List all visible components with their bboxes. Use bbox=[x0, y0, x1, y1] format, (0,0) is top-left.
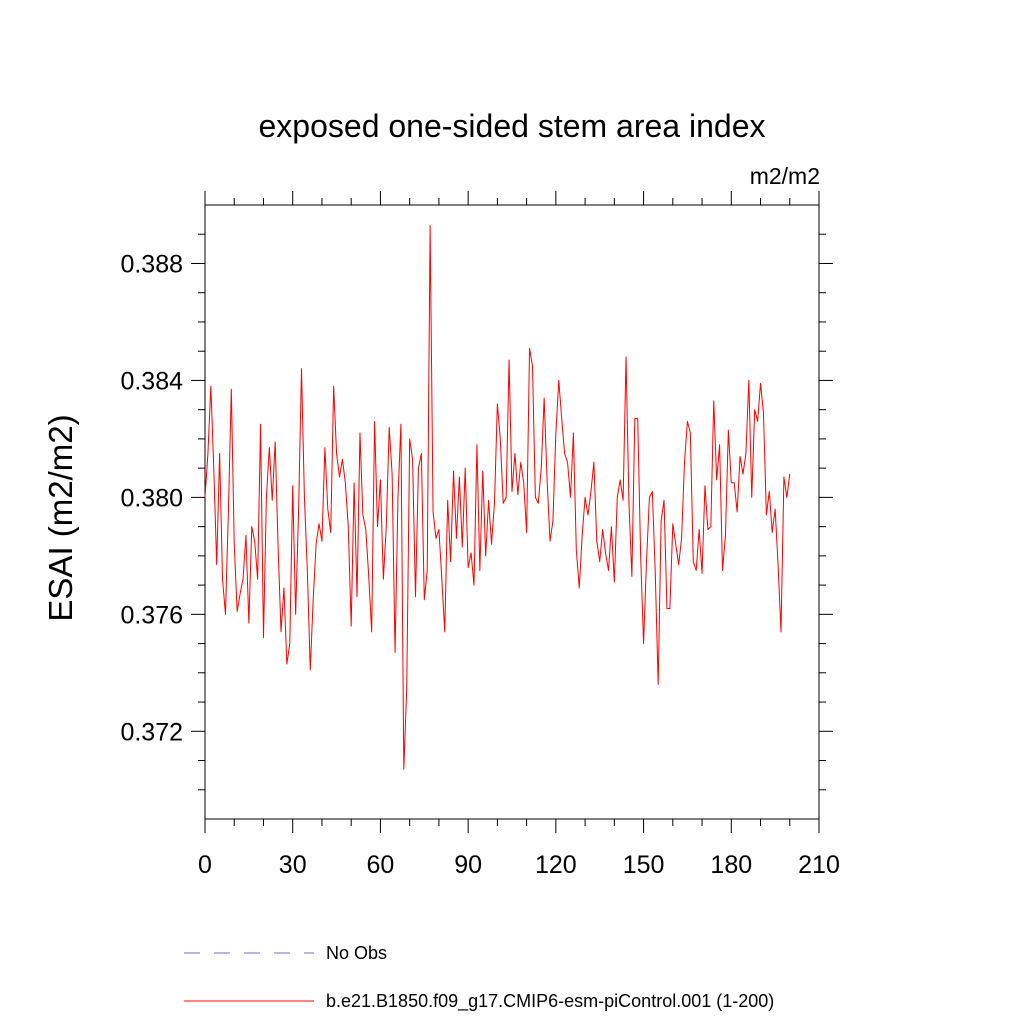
series-line-1 bbox=[204, 224, 791, 770]
x-tick-label: 210 bbox=[798, 851, 840, 879]
y-tick-label: 0.376 bbox=[120, 601, 183, 629]
x-tick-label: 150 bbox=[623, 851, 665, 879]
axis-ticks bbox=[191, 191, 833, 833]
y-axis-label: ESAI (m2/m2) bbox=[42, 414, 79, 621]
axis-tick-labels: 0 30 60 90 120 150 180 210 0.372 0.376 0.380 0.384 0… bbox=[120, 250, 839, 879]
x-tick-label: 60 bbox=[367, 851, 395, 879]
x-tick-label: 180 bbox=[710, 851, 752, 879]
x-tick-label: 120 bbox=[535, 851, 577, 879]
legend-label-no-obs: No Obs bbox=[326, 943, 387, 963]
x-tick-label: 90 bbox=[454, 851, 482, 879]
y-tick-label: 0.380 bbox=[120, 484, 183, 512]
plot-frame bbox=[204, 204, 820, 820]
x-tick-label: 0 bbox=[198, 851, 212, 879]
legend-label-model: b.e21.B1850.f09_g17.CMIP6-esm-piControl.… bbox=[326, 991, 774, 1012]
y-tick-label: 0.388 bbox=[120, 250, 183, 278]
y-tick-label: 0.372 bbox=[120, 718, 183, 746]
units-label: m2/m2 bbox=[750, 163, 820, 189]
series-layer bbox=[204, 224, 791, 770]
chart-title: exposed one-sided stem area index bbox=[259, 108, 766, 144]
y-tick-label: 0.384 bbox=[120, 367, 183, 395]
x-tick-label: 30 bbox=[279, 851, 307, 879]
legend: No Obs b.e21.B1850.f09_g17.CMIP6-esm-piC… bbox=[184, 943, 774, 1012]
